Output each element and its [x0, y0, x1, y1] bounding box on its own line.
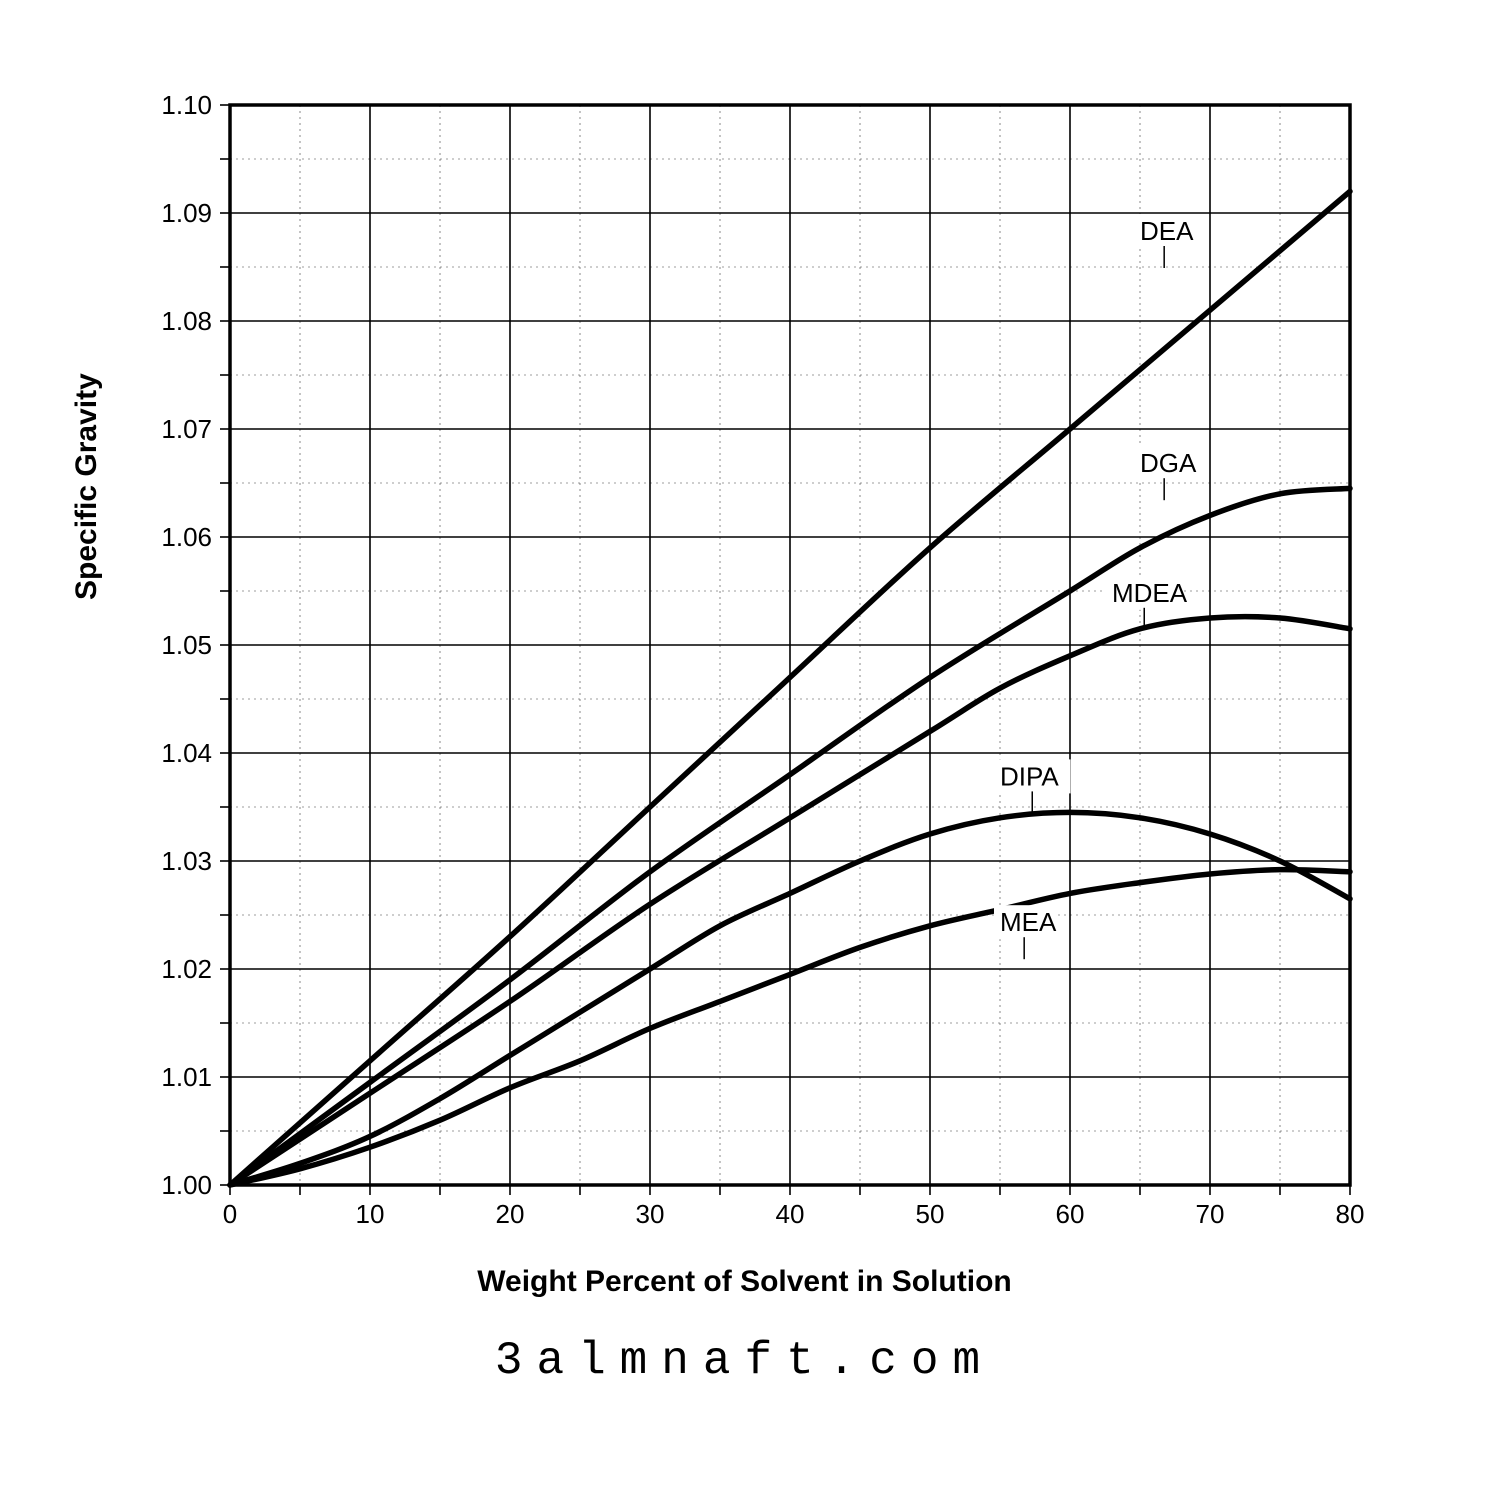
- series-label-dea: DEA: [1140, 216, 1194, 246]
- y-tick-label: 1.06: [161, 522, 212, 552]
- series-label-mea: MEA: [1000, 907, 1057, 937]
- y-tick-label: 1.05: [161, 630, 212, 660]
- y-tick-label: 1.07: [161, 414, 212, 444]
- y-tick-label: 1.09: [161, 198, 212, 228]
- y-tick-label: 1.08: [161, 306, 212, 336]
- x-tick-label: 30: [636, 1199, 665, 1229]
- y-tick-label: 1.10: [161, 90, 212, 120]
- y-tick-label: 1.02: [161, 954, 212, 984]
- watermark-text: 3almnaft.com: [0, 1335, 1489, 1387]
- series-label-mdea: MDEA: [1112, 578, 1188, 608]
- x-tick-label: 80: [1336, 1199, 1365, 1229]
- x-tick-label: 60: [1056, 1199, 1085, 1229]
- x-tick-label: 40: [776, 1199, 805, 1229]
- series-label-dga: DGA: [1140, 448, 1197, 478]
- x-tick-label: 70: [1196, 1199, 1225, 1229]
- x-tick-label: 10: [356, 1199, 385, 1229]
- x-tick-label: 50: [916, 1199, 945, 1229]
- y-tick-label: 1.00: [161, 1170, 212, 1200]
- y-tick-label: 1.04: [161, 738, 212, 768]
- x-axis-label: Weight Percent of Solvent in Solution: [0, 1265, 1489, 1299]
- x-tick-label: 0: [223, 1199, 237, 1229]
- page: Specific Gravity DEADGAMDEADIPAMEA010203…: [0, 0, 1489, 1489]
- y-tick-label: 1.03: [161, 846, 212, 876]
- y-tick-label: 1.01: [161, 1062, 212, 1092]
- series-label-dipa: DIPA: [1000, 761, 1059, 791]
- x-tick-label: 20: [496, 1199, 525, 1229]
